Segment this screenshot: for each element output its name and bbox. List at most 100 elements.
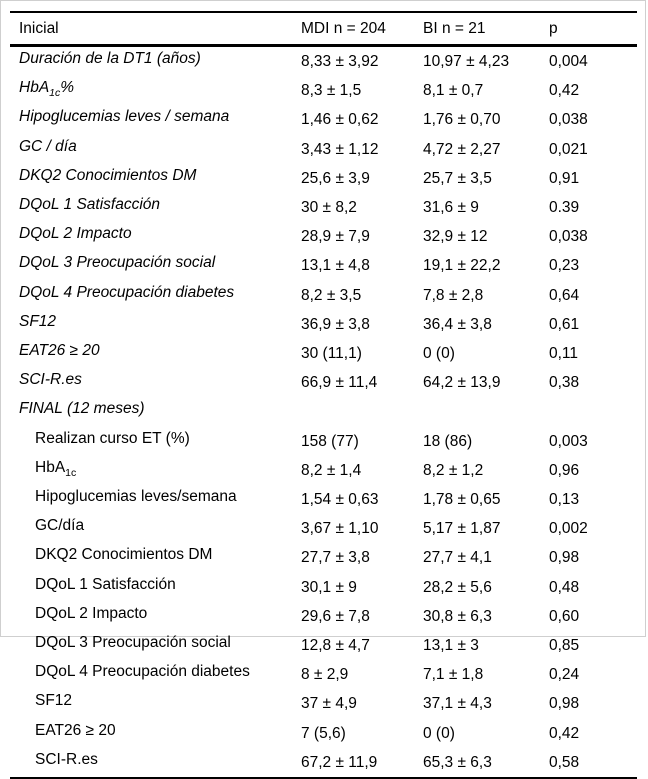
row-label-cell: Realizan curso ET (%) bbox=[10, 427, 301, 456]
bi-value-cell: 36,4 ± 3,8 bbox=[423, 315, 492, 333]
row-label-cell: Hipoglucemias leves/semana bbox=[10, 485, 301, 514]
header-cell-mdi: MDI n = 204 bbox=[301, 12, 423, 47]
table-row: DKQ2 Conocimientos DM 27,7 ± 3,8 27,7 ± … bbox=[10, 543, 637, 572]
header-cell-inicial: Inicial bbox=[10, 12, 301, 47]
row-label: DQoL 1 Satisfacción bbox=[35, 575, 176, 593]
mdi-value-cell: 3,67 ± 1,10 bbox=[301, 520, 379, 538]
mdi-value-cell: 67,2 ± 11,9 bbox=[301, 753, 378, 771]
row-label-cell: Hipoglucemias leves / semana bbox=[10, 105, 301, 134]
table-row: GC / día 3,43 ± 1,12 4,72 ± 2,27 0,021 bbox=[10, 135, 637, 164]
row-label-cell: SCI-R.es bbox=[10, 368, 301, 397]
row-label-cell: DQoL 3 Preocupación social bbox=[10, 631, 301, 660]
p-value-cell: 0,98 bbox=[549, 695, 580, 713]
row-label: DQoL 4 Preocupación diabetes bbox=[19, 283, 235, 301]
table-row: SCI-R.es 66,9 ± 11,4 64,2 ± 13,9 0,38 bbox=[10, 368, 637, 397]
bi-value-cell: 27,7 ± 4,1 bbox=[423, 549, 492, 567]
mdi-value-cell bbox=[301, 397, 423, 426]
row-label: EAT26 ≥ 20 bbox=[35, 721, 116, 739]
row-label-subscript: 1c bbox=[65, 466, 77, 479]
p-value-cell bbox=[549, 397, 637, 426]
row-label-cell: GC/día bbox=[10, 514, 301, 543]
row-label-cell: DKQ2 Conocimientos DM bbox=[10, 164, 301, 193]
row-label: HbA bbox=[19, 79, 50, 97]
p-value-cell: 0,23 bbox=[549, 257, 580, 275]
mdi-value-cell: 8,3 ± 1,5 bbox=[301, 82, 362, 100]
table-row: EAT26 ≥ 20 30 (11,1) 0 (0) 0,11 bbox=[10, 339, 637, 368]
mdi-value-cell: 66,9 ± 11,4 bbox=[301, 374, 378, 392]
row-label-cell: HbA1c bbox=[10, 456, 301, 485]
bi-value-cell: 8,2 ± 1,2 bbox=[423, 461, 484, 479]
bi-value-cell: 1,76 ± 0,70 bbox=[423, 111, 501, 129]
row-label: DQoL 2 Impacto bbox=[35, 604, 148, 622]
row-label: SF12 bbox=[19, 312, 57, 330]
row-label: Duración de la DT1 (años) bbox=[19, 50, 201, 67]
mdi-value-cell: 3,43 ± 1,12 bbox=[301, 140, 379, 158]
header-row: Inicial MDI n = 204 BI n = 21 p bbox=[10, 12, 637, 47]
p-value-cell: 0,13 bbox=[549, 491, 580, 509]
table-row: DQoL 1 Satisfacción 30 ± 8,2 31,6 ± 9 0.… bbox=[10, 193, 637, 222]
p-value-cell: 0,038 bbox=[549, 228, 588, 246]
bi-value-cell: 19,1 ± 22,2 bbox=[423, 257, 501, 275]
row-label-cell: SCI-R.es bbox=[10, 748, 301, 778]
table-row: DQoL 2 Impacto 28,9 ± 7,9 32,9 ± 12 0,03… bbox=[10, 222, 637, 251]
row-label: EAT26 ≥ 20 bbox=[19, 342, 100, 360]
table-row: DQoL 1 Satisfacción 30,1 ± 9 28,2 ± 5,6 … bbox=[10, 573, 637, 602]
p-value-cell: 0,42 bbox=[549, 82, 580, 100]
bi-value-cell: 18 (86) bbox=[423, 432, 473, 450]
row-label: DQoL 3 Preocupación social bbox=[19, 254, 216, 272]
row-label-cell: DQoL 3 Preocupación social bbox=[10, 251, 301, 280]
bi-value-cell: 10,97 ± 4,23 bbox=[423, 53, 510, 70]
table-row: Hipoglucemias leves/semana 1,54 ± 0,63 1… bbox=[10, 485, 637, 514]
mdi-value-cell: 1,54 ± 0,63 bbox=[301, 491, 379, 509]
row-label-cell: DQoL 1 Satisfacción bbox=[10, 573, 301, 602]
row-label: SCI-R.es bbox=[19, 371, 82, 389]
table-row: DQoL 4 Preocupación diabetes 8,2 ± 3,5 7… bbox=[10, 281, 637, 310]
table-row: HbA1c 8,2 ± 1,4 8,2 ± 1,2 0,96 bbox=[10, 456, 637, 485]
bi-value-cell: 0 (0) bbox=[423, 724, 455, 742]
mdi-value-cell: 30,1 ± 9 bbox=[301, 578, 357, 596]
row-label: FINAL (12 meses) bbox=[19, 400, 145, 418]
mdi-value-cell: 8,2 ± 3,5 bbox=[301, 286, 362, 304]
mdi-value-cell: 36,9 ± 3,8 bbox=[301, 315, 370, 333]
p-value-cell: 0,038 bbox=[549, 111, 588, 129]
p-value-cell: 0,91 bbox=[549, 169, 580, 187]
row-label-cell: DQoL 1 Satisfacción bbox=[10, 193, 301, 222]
bi-value-cell: 0 (0) bbox=[423, 345, 455, 363]
mdi-value-cell: 37 ± 4,9 bbox=[301, 695, 357, 713]
p-value-cell: 0,38 bbox=[549, 374, 580, 392]
row-label-subscript: 1c bbox=[49, 87, 61, 100]
p-value-cell: 0,021 bbox=[549, 140, 588, 158]
bi-value-cell: 25,7 ± 3,5 bbox=[423, 169, 492, 187]
p-value-cell: 0,004 bbox=[549, 53, 588, 70]
row-label-cell: HbA1c% bbox=[10, 76, 301, 105]
row-label: DQoL 3 Preocupación social bbox=[35, 634, 231, 652]
bi-value-cell: 30,8 ± 6,3 bbox=[423, 607, 492, 625]
mdi-value-cell: 29,6 ± 7,8 bbox=[301, 607, 370, 625]
header-cell-bi: BI n = 21 bbox=[423, 12, 549, 47]
table-row: SCI-R.es 67,2 ± 11,9 65,3 ± 6,3 0,58 bbox=[10, 748, 637, 778]
row-label: GC/día bbox=[35, 517, 85, 535]
mdi-value-cell: 1,46 ± 0,62 bbox=[301, 111, 379, 129]
table-row: SF12 36,9 ± 3,8 36,4 ± 3,8 0,61 bbox=[10, 310, 637, 339]
mdi-value-cell: 12,8 ± 4,7 bbox=[301, 637, 370, 655]
bi-value-cell: 4,72 ± 2,27 bbox=[423, 140, 501, 158]
row-label: Realizan curso ET (%) bbox=[35, 429, 190, 447]
row-label: DKQ2 Conocimientos DM bbox=[19, 166, 197, 184]
row-label-cell: GC / día bbox=[10, 135, 301, 164]
mdi-value-cell: 158 (77) bbox=[301, 432, 359, 450]
mdi-value-cell: 28,9 ± 7,9 bbox=[301, 228, 370, 246]
mdi-value-cell: 30 (11,1) bbox=[301, 345, 362, 363]
p-value-cell: 0,24 bbox=[549, 666, 580, 684]
row-label: DQoL 2 Impacto bbox=[19, 225, 132, 243]
p-value-cell: 0,11 bbox=[549, 345, 579, 363]
row-label: DQoL 1 Satisfacción bbox=[19, 196, 161, 214]
mdi-value-cell: 27,7 ± 3,8 bbox=[301, 549, 370, 567]
table-row: SF12 37 ± 4,9 37,1 ± 4,3 0,98 bbox=[10, 689, 637, 718]
row-label: Hipoglucemias leves / semana bbox=[19, 108, 230, 126]
bi-value-cell: 37,1 ± 4,3 bbox=[423, 695, 492, 713]
row-label-cell: SF12 bbox=[10, 310, 301, 339]
bi-value-cell: 5,17 ± 1,87 bbox=[423, 520, 501, 538]
p-value-cell: 0,61 bbox=[549, 315, 580, 333]
bi-value-cell: 1,78 ± 0,65 bbox=[423, 491, 501, 509]
